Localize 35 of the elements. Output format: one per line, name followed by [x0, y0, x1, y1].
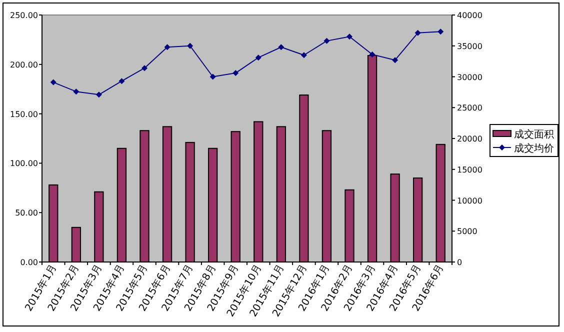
- point: [300, 52, 307, 58]
- y-tick-label: 100.00: [10, 159, 38, 168]
- point: [414, 30, 421, 36]
- y-tick-label: 0.00: [20, 258, 38, 267]
- y2-tick-label: 30000: [457, 72, 482, 82]
- y-tick-label: 50.00: [15, 208, 38, 218]
- point: [324, 38, 330, 44]
- point: [50, 79, 56, 86]
- y2-tick-label: 0: [457, 258, 462, 267]
- y2-tick-label: 20000: [457, 134, 482, 144]
- point: [278, 44, 284, 50]
- y2-tick-label: 35000: [457, 42, 482, 51]
- y-tick-label: 150.00: [10, 110, 38, 119]
- point: [73, 88, 80, 95]
- point: [118, 78, 125, 84]
- y2-tick-label: 5000: [457, 227, 478, 236]
- legend-label: 成交均价: [514, 142, 554, 154]
- y2-tick-label: 40000: [457, 11, 482, 20]
- y2-tick-label: 10000: [457, 196, 482, 206]
- point: [164, 44, 170, 50]
- y-tick-label: 200.00: [10, 60, 38, 70]
- y2-tick-label: 15000: [457, 165, 482, 174]
- point: [210, 74, 216, 80]
- legend-label: 成交面积: [514, 128, 554, 140]
- point: [255, 54, 262, 61]
- point: [438, 28, 444, 35]
- point: [142, 65, 148, 72]
- point: [392, 57, 398, 64]
- y2-tick-label: 25000: [457, 104, 482, 113]
- point: [346, 34, 352, 40]
- point: [187, 42, 194, 49]
- point: [96, 92, 102, 98]
- point: [232, 70, 239, 76]
- point: [369, 52, 376, 58]
- y-tick-label: 250.00: [10, 11, 38, 20]
